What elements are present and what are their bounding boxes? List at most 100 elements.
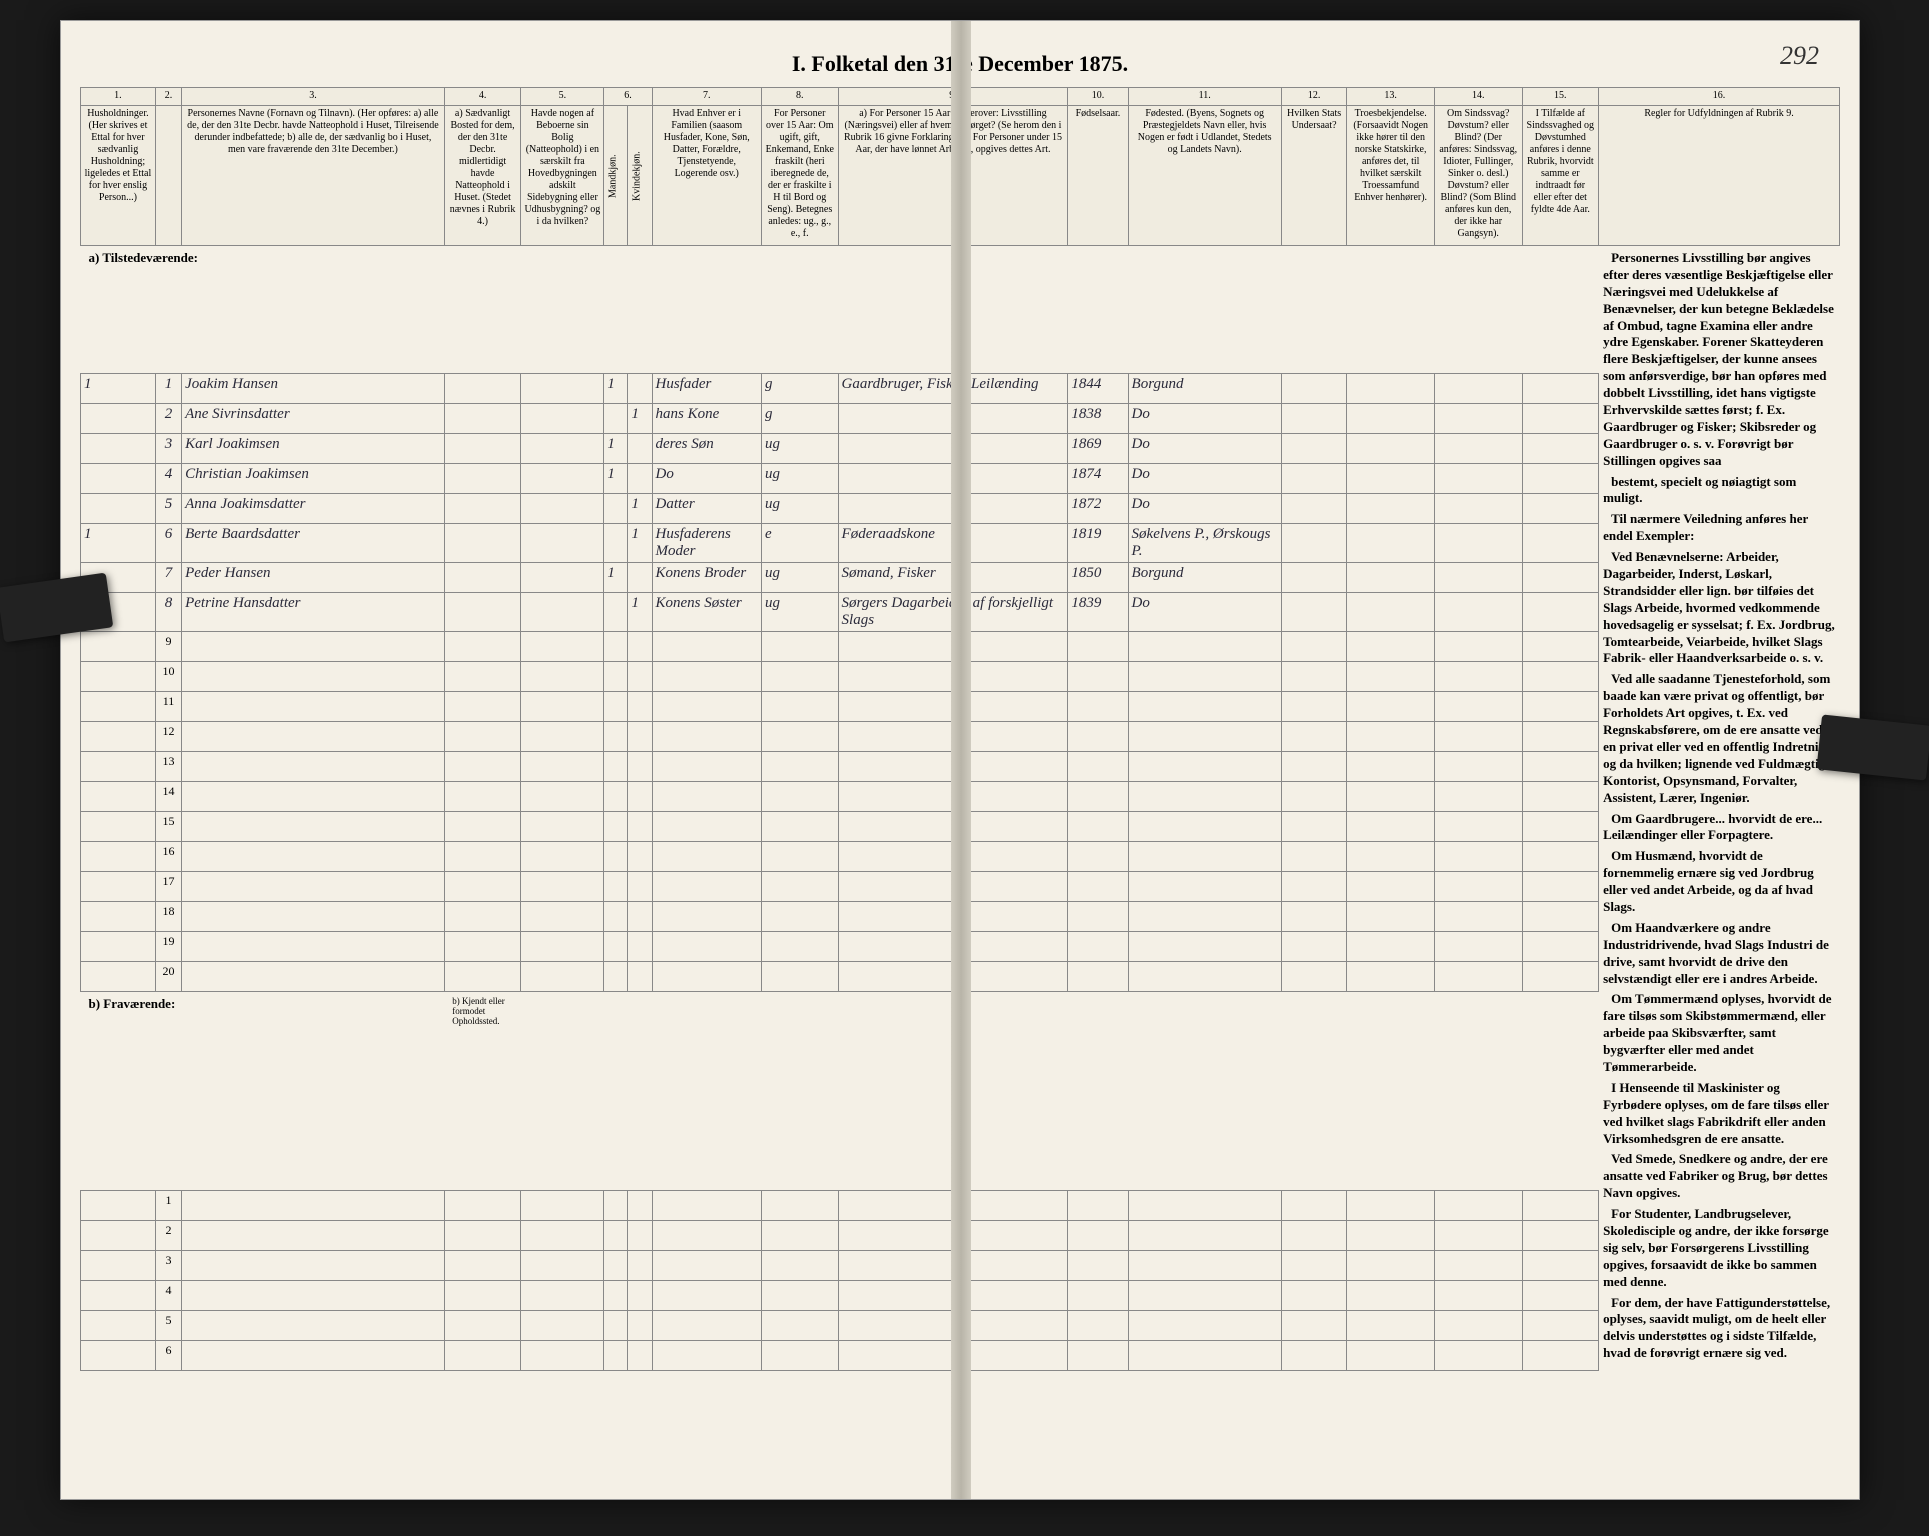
col-num: 13. bbox=[1347, 88, 1435, 106]
cell bbox=[761, 961, 838, 991]
cell bbox=[1347, 1190, 1435, 1220]
cell bbox=[652, 721, 761, 751]
cell: g bbox=[761, 373, 838, 403]
cell bbox=[521, 493, 604, 523]
cell bbox=[1434, 781, 1522, 811]
cell bbox=[521, 463, 604, 493]
cell bbox=[521, 961, 604, 991]
cell: 20 bbox=[155, 961, 181, 991]
cell bbox=[521, 1340, 604, 1370]
cell bbox=[1347, 661, 1435, 691]
cell: 5 bbox=[155, 1310, 181, 1340]
cell bbox=[628, 811, 652, 841]
cell bbox=[182, 1310, 445, 1340]
cell bbox=[1068, 781, 1128, 811]
cell bbox=[1522, 961, 1599, 991]
header-households: Husholdninger. (Her skrives et Ettal for… bbox=[81, 106, 156, 246]
cell: 18 bbox=[155, 901, 181, 931]
cell bbox=[1434, 592, 1522, 631]
cell bbox=[1128, 1280, 1281, 1310]
cell bbox=[1281, 1340, 1347, 1370]
cell bbox=[628, 871, 652, 901]
cell bbox=[761, 1340, 838, 1370]
cell: Datter bbox=[652, 493, 761, 523]
cell bbox=[444, 901, 521, 931]
cell bbox=[444, 931, 521, 961]
cell bbox=[521, 1190, 604, 1220]
cell bbox=[1347, 523, 1435, 562]
cell bbox=[1128, 781, 1281, 811]
cell bbox=[604, 1190, 628, 1220]
section-absent-label: b) Fraværende: bbox=[81, 991, 445, 1190]
cell bbox=[1068, 721, 1128, 751]
cell: 1844 bbox=[1068, 373, 1128, 403]
cell bbox=[1347, 1310, 1435, 1340]
cell bbox=[1281, 721, 1347, 751]
cell bbox=[1522, 493, 1599, 523]
cell bbox=[1347, 493, 1435, 523]
cell bbox=[1128, 721, 1281, 751]
cell: ug bbox=[761, 493, 838, 523]
cell bbox=[81, 1250, 156, 1280]
cell bbox=[1281, 751, 1347, 781]
cell bbox=[652, 841, 761, 871]
cell bbox=[604, 661, 628, 691]
cell bbox=[1434, 403, 1522, 433]
cell bbox=[1068, 1280, 1128, 1310]
cell: Do bbox=[1128, 493, 1281, 523]
header-marital: For Personer over 15 Aar: Om ugift, gift… bbox=[761, 106, 838, 246]
cell bbox=[1128, 841, 1281, 871]
cell bbox=[1434, 841, 1522, 871]
cell bbox=[1128, 901, 1281, 931]
cell bbox=[1068, 901, 1128, 931]
cell bbox=[521, 523, 604, 562]
cell bbox=[1068, 961, 1128, 991]
cell bbox=[1347, 691, 1435, 721]
cell bbox=[444, 871, 521, 901]
col-num: 12. bbox=[1281, 88, 1347, 106]
col-num: 11. bbox=[1128, 88, 1281, 106]
cell bbox=[1522, 811, 1599, 841]
cell bbox=[604, 901, 628, 931]
cell: 6 bbox=[155, 1340, 181, 1370]
cell bbox=[604, 523, 628, 562]
cell: 6 bbox=[155, 523, 181, 562]
cell bbox=[182, 1190, 445, 1220]
cell bbox=[182, 751, 445, 781]
cell bbox=[1068, 871, 1128, 901]
cell bbox=[81, 811, 156, 841]
cell: 1 bbox=[628, 523, 652, 562]
cell bbox=[1347, 373, 1435, 403]
cell bbox=[1128, 661, 1281, 691]
cell bbox=[1281, 403, 1347, 433]
cell bbox=[1347, 901, 1435, 931]
header-citizenship: Hvilken Stats Undersaat? bbox=[1281, 106, 1347, 246]
cell bbox=[1434, 901, 1522, 931]
cell bbox=[1347, 961, 1435, 991]
cell: hans Kone bbox=[652, 403, 761, 433]
cell bbox=[521, 901, 604, 931]
cell: 7 bbox=[155, 562, 181, 592]
cell bbox=[1128, 631, 1281, 661]
cell bbox=[81, 721, 156, 751]
cell bbox=[604, 1310, 628, 1340]
rules-text-cell: Personernes Livsstilling bør angives eft… bbox=[1599, 246, 1840, 1371]
cell bbox=[444, 463, 521, 493]
cell bbox=[1522, 691, 1599, 721]
cell: Christian Joakimsen bbox=[182, 463, 445, 493]
cell bbox=[1434, 661, 1522, 691]
cell bbox=[444, 1250, 521, 1280]
cell bbox=[1128, 1190, 1281, 1220]
cell bbox=[521, 1220, 604, 1250]
cell bbox=[652, 1310, 761, 1340]
cell bbox=[81, 631, 156, 661]
cell bbox=[1434, 751, 1522, 781]
cell bbox=[182, 631, 445, 661]
cell bbox=[628, 631, 652, 661]
cell bbox=[761, 991, 838, 1190]
cell bbox=[761, 841, 838, 871]
cell bbox=[652, 751, 761, 781]
section-present-label: a) Tilstedeværende: bbox=[81, 246, 1599, 374]
cell bbox=[1347, 463, 1435, 493]
cell bbox=[604, 931, 628, 961]
